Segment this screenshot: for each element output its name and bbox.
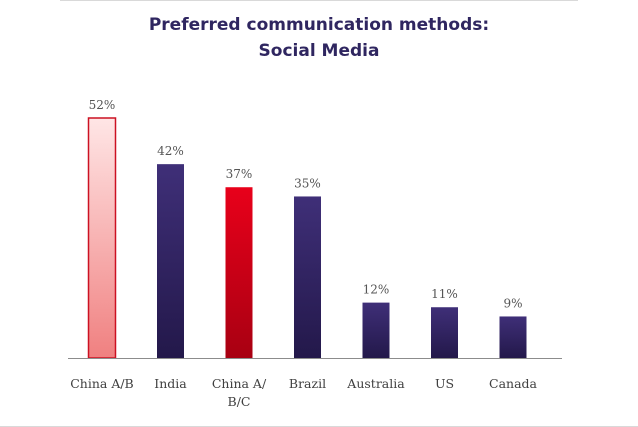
bar-6 bbox=[499, 316, 527, 358]
category-label-5: US bbox=[435, 376, 454, 391]
bars-group bbox=[87, 117, 527, 359]
chart-title: Preferred communication methods: Social … bbox=[0, 12, 638, 64]
bar-2 bbox=[225, 187, 253, 358]
value-label-0: 52% bbox=[89, 98, 116, 112]
category-label-3: Brazil bbox=[289, 376, 326, 391]
value-label-2: 37% bbox=[226, 167, 253, 181]
labels-group: 52% China A/B 42% India 37% China A/B/C 35% Bra… bbox=[70, 98, 537, 409]
bar-0 bbox=[87, 117, 117, 359]
bar-1 bbox=[157, 164, 184, 358]
value-label-4: 12% bbox=[363, 283, 390, 297]
value-label-1: 42% bbox=[157, 144, 184, 158]
chart-title-line-2: Social Media bbox=[258, 41, 380, 61]
bar-4 bbox=[362, 302, 390, 358]
chart-title-line-1: Preferred communication methods: bbox=[148, 15, 490, 35]
category-label-0: China A/B bbox=[70, 376, 134, 391]
bar-5 bbox=[431, 307, 458, 358]
category-label-2-line-0: China A/ bbox=[212, 376, 267, 391]
category-label-1: India bbox=[154, 376, 187, 391]
value-label-3: 35% bbox=[294, 176, 321, 190]
category-label-4: Australia bbox=[346, 376, 405, 391]
value-label-5: 11% bbox=[431, 287, 458, 301]
category-label-6: Canada bbox=[489, 376, 538, 391]
category-label-2-line-1: B/C bbox=[228, 394, 251, 409]
frame-top-border bbox=[60, 0, 578, 1]
value-label-6: 9% bbox=[503, 296, 522, 310]
bar-3 bbox=[294, 196, 321, 358]
